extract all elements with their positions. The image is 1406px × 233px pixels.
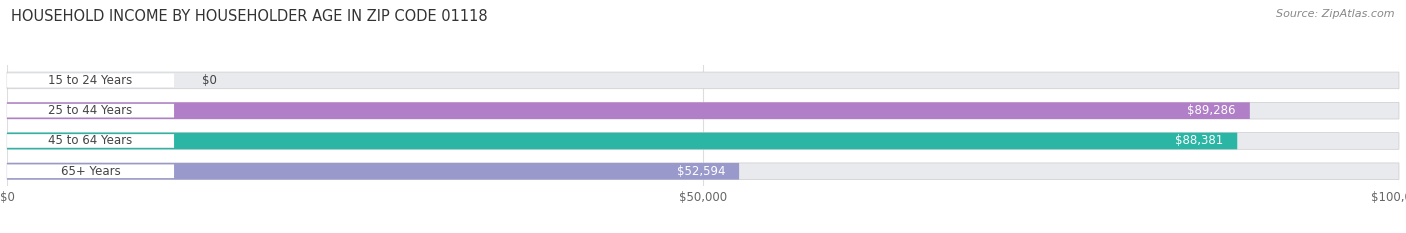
FancyBboxPatch shape — [7, 164, 174, 178]
Text: $0: $0 — [202, 74, 217, 87]
FancyBboxPatch shape — [7, 163, 740, 180]
FancyBboxPatch shape — [7, 102, 1399, 119]
Text: Source: ZipAtlas.com: Source: ZipAtlas.com — [1277, 9, 1395, 19]
FancyBboxPatch shape — [7, 133, 1237, 149]
Text: $89,286: $89,286 — [1188, 104, 1236, 117]
Text: 65+ Years: 65+ Years — [60, 165, 121, 178]
Text: 15 to 24 Years: 15 to 24 Years — [48, 74, 132, 87]
FancyBboxPatch shape — [7, 72, 1399, 89]
Text: 45 to 64 Years: 45 to 64 Years — [48, 134, 132, 147]
Text: $88,381: $88,381 — [1175, 134, 1223, 147]
FancyBboxPatch shape — [7, 134, 174, 148]
Text: 25 to 44 Years: 25 to 44 Years — [48, 104, 132, 117]
FancyBboxPatch shape — [7, 74, 174, 87]
Text: $52,594: $52,594 — [676, 165, 725, 178]
FancyBboxPatch shape — [7, 104, 174, 117]
FancyBboxPatch shape — [7, 102, 1250, 119]
Text: HOUSEHOLD INCOME BY HOUSEHOLDER AGE IN ZIP CODE 01118: HOUSEHOLD INCOME BY HOUSEHOLDER AGE IN Z… — [11, 9, 488, 24]
FancyBboxPatch shape — [7, 163, 1399, 180]
FancyBboxPatch shape — [7, 133, 1399, 149]
